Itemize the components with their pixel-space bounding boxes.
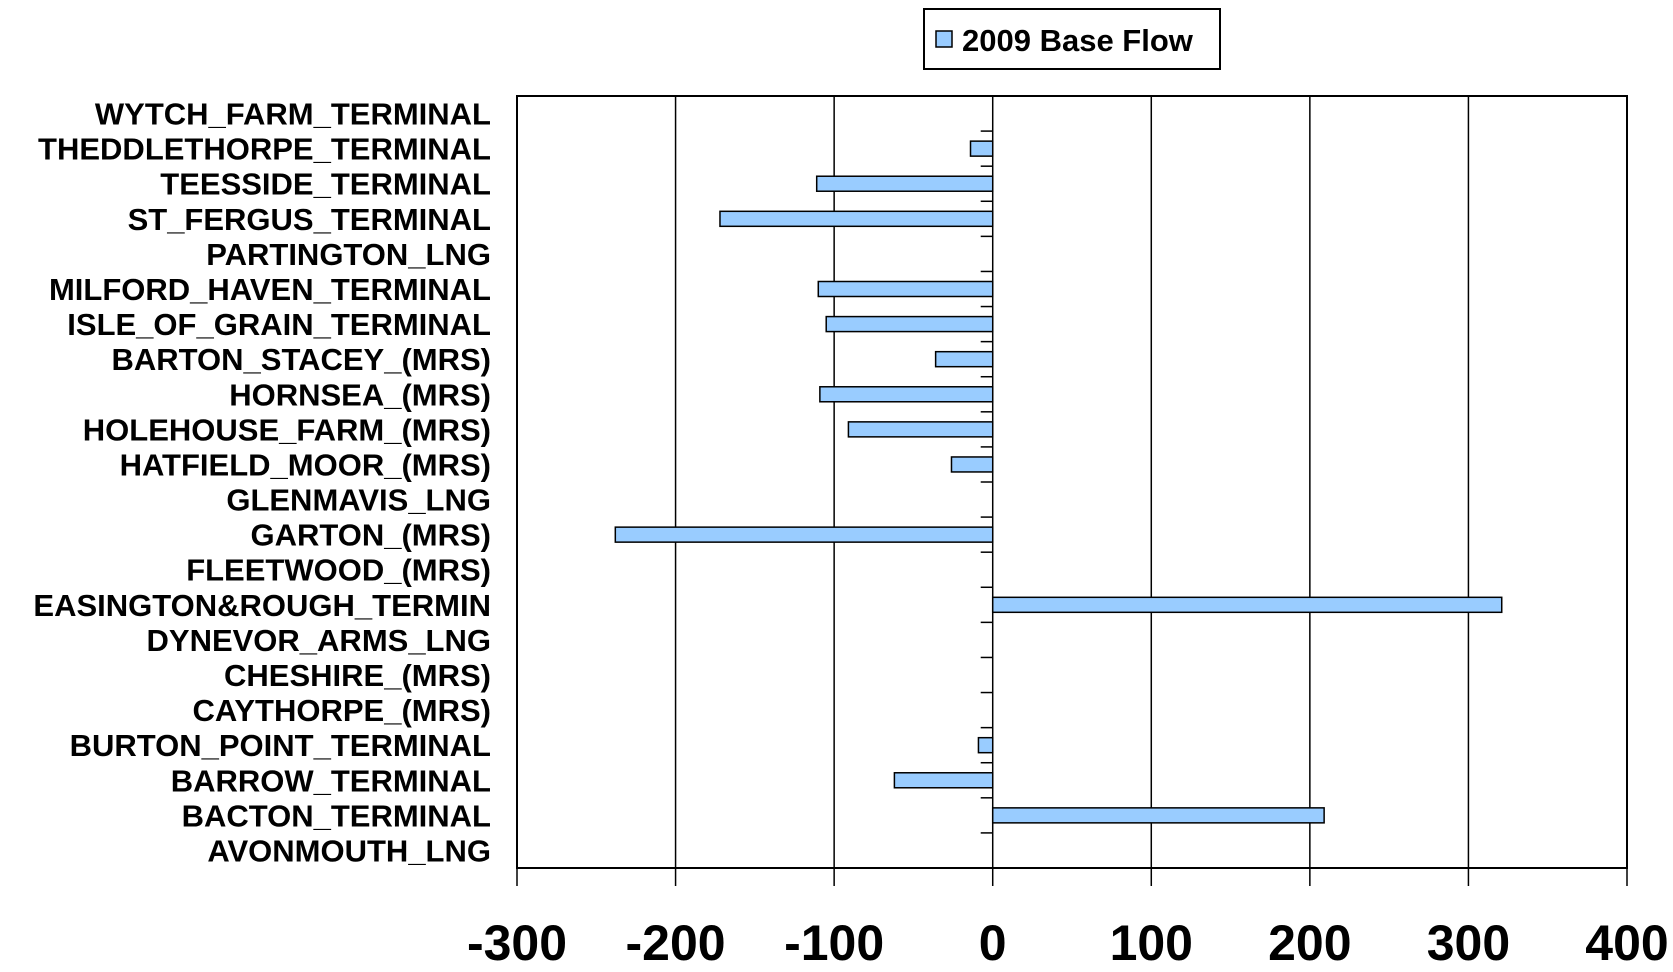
category-ticks: [980, 95, 993, 869]
category-label: GLENMAVIS_LNG: [226, 483, 491, 518]
category-label: DYNEVOR_ARMS_LNG: [147, 623, 492, 658]
bar: [825, 315, 994, 333]
bar: [817, 280, 994, 298]
bar: [977, 736, 994, 754]
bar: [991, 596, 1503, 614]
x-tick-label: -300: [467, 915, 567, 971]
legend: 2009 Base Flow: [923, 8, 1221, 70]
x-tick-label: 200: [1268, 915, 1351, 971]
category-label: BURTON_POINT_TERMINAL: [70, 728, 491, 763]
category-label: ISLE_OF_GRAIN_TERMINAL: [67, 307, 491, 342]
x-tick-label: 0: [979, 915, 1007, 971]
category-label: HATFIELD_MOOR_(MRS): [120, 447, 491, 482]
category-label: AVONMOUTH_LNG: [207, 833, 491, 868]
bar: [950, 456, 994, 473]
category-label: GARTON_(MRS): [250, 518, 491, 553]
bar: [847, 421, 994, 438]
x-tick-label: -100: [784, 915, 884, 971]
bar: [614, 526, 994, 543]
category-label: PARTINGTON_LNG: [206, 237, 491, 272]
bar-series: [614, 140, 1503, 824]
category-label: THEDDLETHORPE_TERMINAL: [38, 132, 491, 167]
category-label: BACTON_TERMINAL: [182, 798, 491, 833]
x-tick-label: 100: [1110, 915, 1193, 971]
category-label: CAYTHORPE_(MRS): [192, 693, 491, 728]
bar: [719, 210, 994, 228]
category-label: HORNSEA_(MRS): [229, 377, 491, 412]
x-tick-label: -200: [626, 915, 726, 971]
category-label: CHESHIRE_(MRS): [224, 658, 491, 693]
category-label: WYTCH_FARM_TERMINAL: [95, 97, 491, 132]
plot-area: [516, 95, 1628, 869]
legend-swatch: [935, 30, 953, 48]
x-tick-label: 300: [1427, 915, 1510, 971]
bar: [815, 175, 994, 192]
x-axis-tick-labels: -300 -200 -100 0 100 200 300 400: [467, 915, 1669, 971]
legend-label: 2009 Base Flow: [962, 23, 1194, 58]
legend-box: [923, 8, 1221, 70]
x-tick-label: 400: [1585, 915, 1668, 971]
bar: [969, 140, 994, 157]
category-label: ST_FERGUS_TERMINAL: [128, 202, 491, 237]
x-axis-tick-marks: [516, 868, 1628, 886]
bar: [893, 772, 994, 789]
category-labels: WYTCH_FARM_TERMINALTHEDDLETHORPE_TERMINA…: [33, 97, 491, 869]
category-label: FLEETWOOD_(MRS): [186, 553, 491, 588]
bar: [934, 350, 994, 368]
bar: [991, 807, 1325, 824]
category-label: EASINGTON&ROUGH_TERMIN: [33, 588, 491, 623]
category-label: TEESSIDE_TERMINAL: [160, 167, 491, 202]
category-label: MILFORD_HAVEN_TERMINAL: [49, 272, 491, 307]
category-label: BARTON_STACEY_(MRS): [112, 342, 492, 377]
category-label: HOLEHOUSE_FARM_(MRS): [83, 412, 491, 447]
bar: [819, 386, 994, 403]
category-label: BARROW_TERMINAL: [171, 763, 491, 798]
